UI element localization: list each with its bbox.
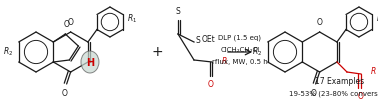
Text: O: O xyxy=(317,18,322,27)
Text: O: O xyxy=(208,80,214,89)
Text: OEt: OEt xyxy=(202,35,216,43)
Text: rflux, MW, 0.5 h: rflux, MW, 0.5 h xyxy=(212,59,268,65)
Text: $R_1$: $R_1$ xyxy=(376,13,378,25)
Ellipse shape xyxy=(81,51,99,73)
Text: 17 Examples: 17 Examples xyxy=(315,77,364,87)
Text: O: O xyxy=(358,92,364,101)
Text: S: S xyxy=(195,36,200,44)
Text: R: R xyxy=(371,67,376,77)
Text: O: O xyxy=(64,20,69,29)
Text: 19-53% (23-80% conversion): 19-53% (23-80% conversion) xyxy=(289,91,378,97)
Text: R: R xyxy=(222,57,227,66)
Text: $R_1$: $R_1$ xyxy=(127,13,137,25)
Text: O: O xyxy=(311,89,317,98)
Text: ClCH₂CH₂Cl: ClCH₂CH₂Cl xyxy=(220,47,260,53)
Text: $R_2$: $R_2$ xyxy=(3,46,13,58)
Text: H: H xyxy=(86,58,94,68)
Text: O: O xyxy=(62,89,68,98)
Text: DLP (1.5 eq): DLP (1.5 eq) xyxy=(218,35,262,41)
Text: +: + xyxy=(151,45,163,59)
Text: O: O xyxy=(68,18,74,27)
Text: $R_2$: $R_2$ xyxy=(252,46,262,58)
Text: S: S xyxy=(176,7,180,16)
